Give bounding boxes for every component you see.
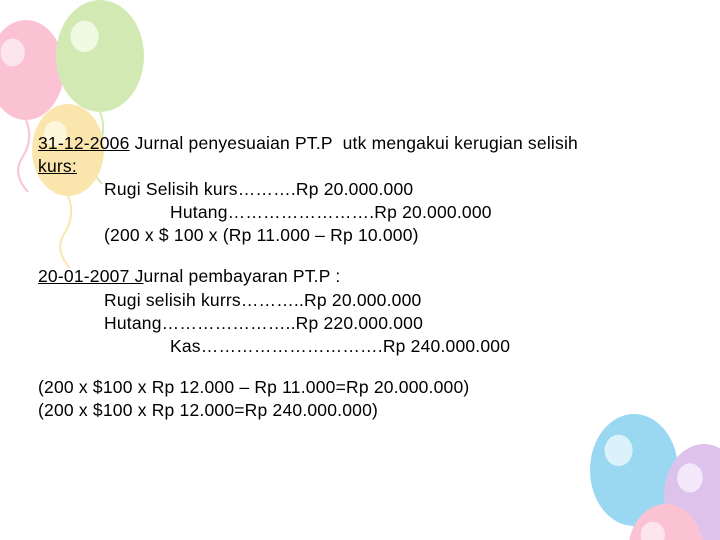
entry2-date: 20-01-2007 J bbox=[38, 266, 144, 286]
entry1-debit: Rugi Selisih kurs……….Rp 20.000.000 bbox=[38, 178, 678, 201]
entry2-heading-tail: urnal pembayaran PT.P : bbox=[144, 266, 341, 286]
text-content: 31-12-2006 Jurnal penyesuaian PT.P utk m… bbox=[38, 132, 678, 422]
entry1-calc: (200 x $ 100 x (Rp 11.000 – Rp 10.000) bbox=[38, 224, 678, 247]
entry2-line2: Hutang…………………..Rp 220.000.000 bbox=[38, 312, 678, 335]
entry1-heading-line2: kurs: bbox=[38, 155, 678, 178]
calc-line2: (200 x $100 x Rp 12.000=Rp 240.000.000) bbox=[38, 399, 678, 422]
calc-line1: (200 x $100 x Rp 12.000 – Rp 11.000=Rp 2… bbox=[38, 376, 678, 399]
entry1-credit: Hutang…………………….Rp 20.000.000 bbox=[38, 201, 678, 224]
entry1-heading-tail: Jurnal penyesuaian PT.P utk mengakui ker… bbox=[130, 133, 578, 153]
calc-block: (200 x $100 x Rp 12.000 – Rp 11.000=Rp 2… bbox=[38, 376, 678, 422]
journal-entry-1: 31-12-2006 Jurnal penyesuaian PT.P utk m… bbox=[38, 132, 678, 247]
entry2-line3: Kas………………………….Rp 240.000.000 bbox=[38, 335, 678, 358]
entry1-date: 31-12-2006 bbox=[38, 133, 130, 153]
journal-entry-2: 20-01-2007 Jurnal pembayaran PT.P : Rugi… bbox=[38, 265, 678, 357]
slide: 31-12-2006 Jurnal penyesuaian PT.P utk m… bbox=[0, 0, 720, 540]
entry2-heading: 20-01-2007 Jurnal pembayaran PT.P : bbox=[38, 265, 678, 288]
entry2-line1: Rugi selisih kurrs………..Rp 20.000.000 bbox=[38, 289, 678, 312]
entry1-heading-line1: 31-12-2006 Jurnal penyesuaian PT.P utk m… bbox=[38, 132, 678, 155]
